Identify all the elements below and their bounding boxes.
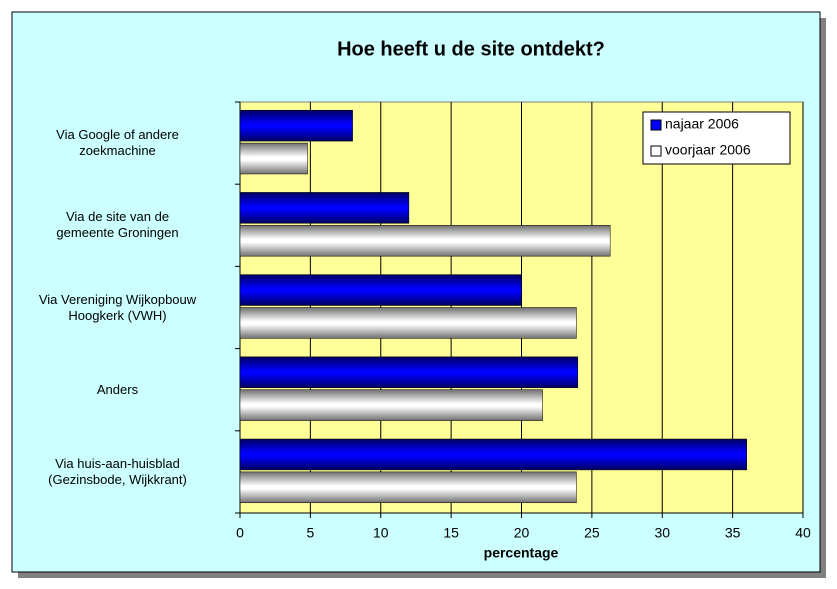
bar xyxy=(239,438,747,471)
x-tick-label: 0 xyxy=(236,525,244,541)
chart-title: Hoe heeft u de site ontdekt? xyxy=(337,38,605,60)
bar xyxy=(239,225,611,257)
x-tick-label: 30 xyxy=(654,525,670,541)
legend-swatch xyxy=(650,145,662,157)
x-tick-label: 25 xyxy=(584,525,600,541)
bar xyxy=(239,109,353,142)
x-tick-label: 10 xyxy=(373,525,389,541)
bar xyxy=(239,192,410,224)
legend-label: najaar 2006 xyxy=(665,116,739,132)
bar xyxy=(239,307,577,339)
x-tick-label: 15 xyxy=(443,525,459,541)
x-tick-label: 35 xyxy=(725,525,741,541)
x-tick-label: 40 xyxy=(795,525,811,541)
bar xyxy=(239,356,579,388)
legend-label: voorjaar 2006 xyxy=(665,142,751,158)
y-tick-label: Via Vereniging Wijkopbouw Hoogkerk (VWH) xyxy=(38,291,197,323)
x-axis-title: percentage xyxy=(484,545,559,561)
bar xyxy=(239,389,543,421)
y-tick-label: Via huis-aan-huisblad (Gezinsbode, Wijkk… xyxy=(48,455,187,487)
legend xyxy=(642,111,791,165)
x-tick-label: 20 xyxy=(514,525,530,541)
y-tick-label: Via Google of andere zoekmachine xyxy=(56,127,179,159)
legend-swatch xyxy=(650,119,662,131)
x-tick-label: 5 xyxy=(306,525,314,541)
y-tick-label: Via de site van de gemeente Groningen xyxy=(56,209,179,241)
bar xyxy=(239,471,577,504)
y-tick-label: Anders xyxy=(96,381,139,397)
bar xyxy=(239,274,522,306)
bar xyxy=(239,142,308,175)
